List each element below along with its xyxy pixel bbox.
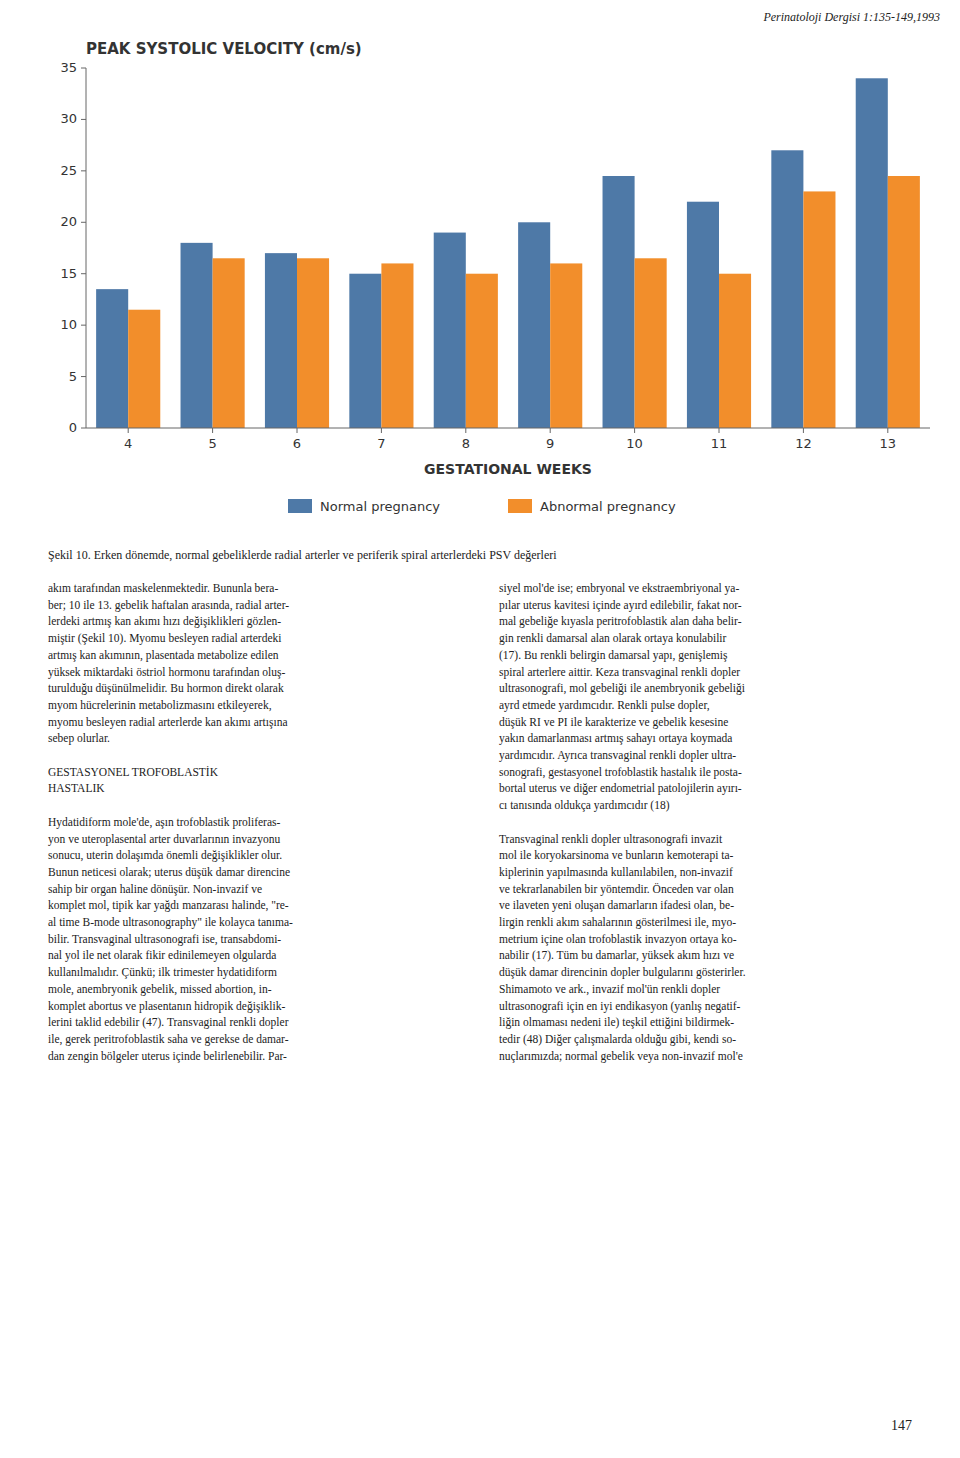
x-axis-label: GESTATIONAL WEEKS (424, 461, 592, 477)
x-tick (212, 428, 213, 433)
bars (96, 78, 920, 428)
x-tick (887, 428, 888, 433)
chart: PEAK SYSTOLIC VELOCITY (cm/s) 0 5 10 15 20 25 3… (0, 28, 960, 543)
legend-swatch (508, 499, 532, 513)
legend-swatch (288, 499, 312, 513)
legend-label: Normal pregnancy (320, 499, 440, 514)
x-tick (634, 428, 635, 433)
x-tick (719, 428, 720, 433)
y-tick-label: 30 (60, 111, 77, 126)
bar (719, 274, 751, 428)
body-text: siyel mol'de ise; embryonal ve ekstraemb… (499, 580, 746, 1064)
body-text: akım tarafından maskelenmektedir. Bununl… (48, 580, 293, 1064)
bar (635, 258, 667, 428)
y-tick (81, 222, 86, 223)
legend: Normal pregnancy Abnormal pregnancy (288, 499, 676, 514)
bar (466, 274, 498, 428)
y-tick (81, 119, 86, 120)
y-tick (81, 428, 86, 429)
y-tick (81, 273, 86, 274)
y-tick-label: 20 (60, 214, 77, 229)
x-axis (86, 428, 930, 429)
x-tick (128, 428, 129, 433)
x-tick-label: 9 (546, 436, 554, 451)
y-tick-label: 35 (60, 60, 77, 75)
x-tick (803, 428, 804, 433)
y-tick-label: 25 (60, 163, 77, 178)
y-tick-label: 10 (60, 317, 77, 332)
bar (550, 263, 582, 428)
y-tick-label: 0 (69, 420, 77, 435)
x-tick-label: 6 (293, 436, 301, 451)
x-tick (465, 428, 466, 433)
legend-label: Abnormal pregnancy (540, 499, 676, 514)
y-tick (81, 68, 86, 69)
x-tick-label: 4 (124, 436, 132, 451)
x-tick-label: 8 (462, 436, 470, 451)
bar (297, 258, 329, 428)
y-tick-label: 15 (60, 266, 77, 281)
bar (349, 274, 381, 428)
bar (96, 289, 128, 428)
bar (687, 202, 719, 428)
bar (434, 233, 466, 428)
y-tick-label: 5 (69, 369, 77, 384)
bar (603, 176, 635, 428)
x-tick-label: 5 (208, 436, 216, 451)
bar (856, 78, 888, 428)
y-tick (81, 376, 86, 377)
x-tick-label: 7 (377, 436, 385, 451)
bar (803, 191, 835, 428)
x-tick (297, 428, 298, 433)
y-axis (86, 68, 87, 428)
bar (381, 263, 413, 428)
x-tick-label: 12 (795, 436, 812, 451)
x-tick-label: 11 (711, 436, 728, 451)
y-tick (81, 170, 86, 171)
bar (771, 150, 803, 428)
header: Perinatoloji Dergisi 1:135-149,1993 (763, 10, 940, 25)
bar (888, 176, 920, 428)
y-tick (81, 325, 86, 326)
x-tick (381, 428, 382, 433)
x-tick-label: 13 (880, 436, 897, 451)
x-tick (550, 428, 551, 433)
bar (518, 222, 550, 428)
bar (265, 253, 297, 428)
bar (128, 310, 160, 428)
chart-title: PEAK SYSTOLIC VELOCITY (cm/s) (86, 40, 362, 58)
x-tick-label: 10 (626, 436, 643, 451)
page-number: 147 (891, 1418, 912, 1434)
caption: Şekil 10. Erken dönemde, normal gebelikl… (48, 548, 928, 563)
bar (181, 243, 213, 428)
bar (213, 258, 245, 428)
